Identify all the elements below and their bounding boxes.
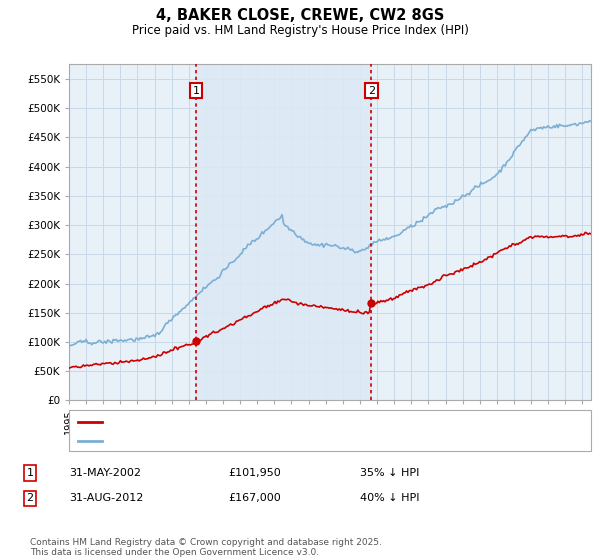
Text: 31-AUG-2012: 31-AUG-2012 <box>69 493 143 503</box>
Bar <box>196 64 371 400</box>
Text: 31-MAY-2002: 31-MAY-2002 <box>69 468 141 478</box>
Text: 1: 1 <box>193 86 199 96</box>
Text: Contains HM Land Registry data © Crown copyright and database right 2025.
This d: Contains HM Land Registry data © Crown c… <box>30 538 382 557</box>
Text: Price paid vs. HM Land Registry's House Price Index (HPI): Price paid vs. HM Land Registry's House … <box>131 24 469 36</box>
Text: HPI: Average price, detached house, Cheshire East: HPI: Average price, detached house, Ches… <box>106 436 371 446</box>
Text: £101,950: £101,950 <box>228 468 281 478</box>
Text: 4, BAKER CLOSE, CREWE, CW2 8GS: 4, BAKER CLOSE, CREWE, CW2 8GS <box>156 8 444 24</box>
Text: 35% ↓ HPI: 35% ↓ HPI <box>360 468 419 478</box>
Text: 2: 2 <box>26 493 34 503</box>
Text: 40% ↓ HPI: 40% ↓ HPI <box>360 493 419 503</box>
Text: 2: 2 <box>368 86 375 96</box>
Text: £167,000: £167,000 <box>228 493 281 503</box>
Text: 4, BAKER CLOSE, CREWE, CW2 8GS (detached house): 4, BAKER CLOSE, CREWE, CW2 8GS (detached… <box>106 417 386 427</box>
Text: 1: 1 <box>26 468 34 478</box>
